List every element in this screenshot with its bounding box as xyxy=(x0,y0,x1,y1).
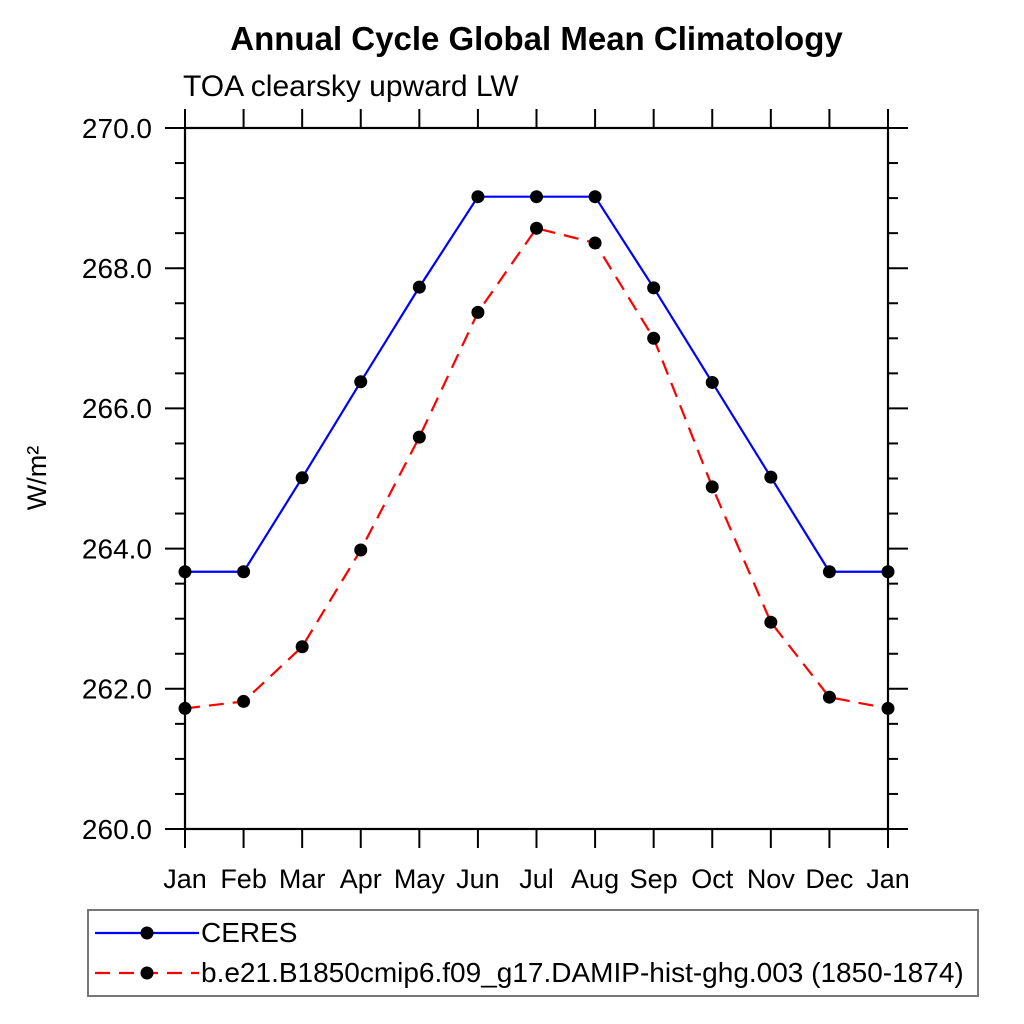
x-axis-tick-label: Jul xyxy=(519,864,554,894)
data-point-marker xyxy=(705,375,719,389)
x-axis-tick-label: Aug xyxy=(571,864,619,894)
data-point-marker xyxy=(881,701,895,715)
x-axis-tick-label: Sep xyxy=(630,864,678,894)
x-axis-tick-label: Jan xyxy=(163,864,207,894)
y-axis-tick-label: 266.0 xyxy=(82,393,152,424)
data-point-marker xyxy=(822,565,836,579)
data-point-marker xyxy=(647,281,661,295)
x-axis-tick-label: Nov xyxy=(747,864,796,894)
data-point-marker xyxy=(471,190,485,204)
data-point-marker xyxy=(295,640,309,654)
data-point-marker xyxy=(588,190,602,204)
data-point-marker xyxy=(412,430,426,444)
legend-label: CERES xyxy=(201,916,298,948)
series-line xyxy=(185,195,888,573)
legend-line-sample-icon xyxy=(95,966,199,980)
x-axis-tick-label: May xyxy=(394,864,446,894)
data-point-marker xyxy=(354,375,368,389)
plot-frame xyxy=(183,126,890,831)
x-axis-tick-label: Dec xyxy=(805,864,853,894)
data-point-marker xyxy=(705,480,719,494)
data-point-marker xyxy=(471,305,485,319)
y-axis-tick-label: 268.0 xyxy=(82,253,152,284)
x-axis-tick-label: Oct xyxy=(691,864,734,894)
y-axis-tick-label: 262.0 xyxy=(82,674,152,705)
data-point-marker xyxy=(881,565,895,579)
legend-item: b.e21.B1850cmip6.f09_g17.DAMIP-hist-ghg.… xyxy=(93,954,977,992)
data-point-marker xyxy=(530,190,543,204)
data-point-marker xyxy=(412,280,426,294)
y-axis-title: W/m² xyxy=(22,446,52,510)
x-axis-tick-label: Jun xyxy=(456,864,500,894)
data-point-marker xyxy=(764,615,778,629)
series-line xyxy=(184,226,889,710)
data-point-marker xyxy=(178,701,192,715)
y-axis-tick-label: 270.0 xyxy=(82,113,152,144)
data-point-marker xyxy=(764,470,778,484)
x-axis-tick-label: Feb xyxy=(220,864,267,894)
data-point-marker xyxy=(530,221,543,235)
legend-item: CERES xyxy=(93,914,977,952)
chart-title: Annual Cycle Global Mean Climatology xyxy=(230,20,843,57)
data-point-marker xyxy=(822,690,836,704)
legend-marker-icon xyxy=(140,966,154,980)
legend-marker-icon xyxy=(140,926,154,940)
data-point-marker xyxy=(295,471,309,485)
legend-label: b.e21.B1850cmip6.f09_g17.DAMIP-hist-ghg.… xyxy=(201,957,964,989)
x-axis-tick-label: Jan xyxy=(866,864,910,894)
chart-subtitle: TOA clearsky upward LW xyxy=(183,70,519,103)
legend-line-sample-icon xyxy=(95,926,199,940)
data-point-marker xyxy=(178,565,192,579)
data-point-marker xyxy=(588,236,602,250)
data-point-marker xyxy=(354,543,368,557)
y-axis-tick-label: 264.0 xyxy=(82,533,152,564)
x-axis-tick-label: Apr xyxy=(340,864,382,894)
data-point-marker xyxy=(237,565,251,579)
x-axis-tick-label: Mar xyxy=(279,864,326,894)
data-point-marker xyxy=(237,694,251,708)
y-axis-tick-label: 260.0 xyxy=(82,814,152,845)
legend-box: CERES b.e21.B1850cmip6.f09_g17.DAMIP-hist… xyxy=(87,909,979,997)
data-point-marker xyxy=(647,331,661,345)
